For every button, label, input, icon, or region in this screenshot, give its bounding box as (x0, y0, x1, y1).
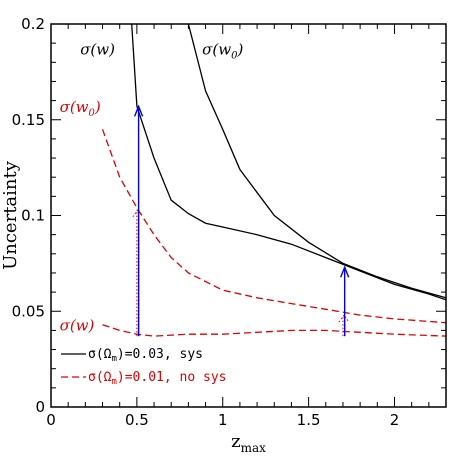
x-tick-label: 0.5 (125, 411, 149, 429)
y-tick-label: 0 (35, 398, 45, 416)
legend-entry: σ(Ωm)=0.01, no sys (88, 370, 226, 387)
annotation-subscript: 0 (231, 51, 238, 62)
legend-subscript: m (111, 354, 116, 364)
dotted-arrow-head (338, 314, 350, 323)
legend-text: )=0.01, no sys (117, 370, 227, 385)
x-tick-label: 1 (218, 411, 228, 429)
arrow-head (340, 265, 350, 278)
annotation-text: ) (94, 98, 101, 116)
label-sigma-w-red: σ(w) (60, 316, 95, 334)
series-line-nosys-w (102, 324, 446, 337)
annotation-text: ) (88, 316, 95, 334)
y-tick-label: 0.2 (21, 15, 45, 33)
annotation-text: σ(w (202, 41, 231, 59)
label-sigma-w0-black: σ(w0) (202, 41, 243, 62)
annotation-text: ) (236, 41, 243, 59)
annotations-layer: σ(w) σ(w0)σ(w0)σ(w) (60, 41, 244, 335)
arrows-layer (132, 104, 350, 337)
annotation-text: σ(w (80, 41, 109, 59)
legend-text: )=0.03, sys (117, 347, 203, 362)
y-tick-label: 0.1 (21, 207, 45, 225)
y-axis-title: Uncertainty (0, 160, 21, 270)
x-axis-title-sub: max (241, 441, 267, 455)
x-axis-title: zmax (231, 431, 266, 455)
series-line-nosys-w0 (101, 129, 446, 324)
series-layer (101, 24, 446, 337)
label-sigma-w0-red: σ(w0) (60, 98, 101, 119)
x-tick-label: 1.5 (297, 411, 321, 429)
annotation-text: σ(w (60, 98, 89, 116)
x-tick-label: 0 (46, 411, 56, 429)
x-tick-label: 2 (390, 411, 400, 429)
y-tick-label: 0.05 (12, 302, 45, 320)
x-axis-title-main: z (231, 431, 240, 452)
legend-text: σ(Ω (88, 347, 112, 362)
y-tick-label: 0.15 (12, 111, 45, 129)
legend-subscript: m (111, 377, 116, 387)
label-sigma-w-black: σ(w) (80, 41, 115, 59)
series-line-sys-w0 (187, 24, 446, 299)
series-line-sys-w (131, 24, 446, 301)
annotation-subscript: 0 (89, 108, 96, 119)
dotted-arrow-head (132, 208, 144, 218)
legend-entry: σ(Ωm)=0.03, sys (88, 347, 203, 364)
legend-text: σ(Ω (88, 370, 112, 385)
plot-frame (50, 23, 447, 408)
annotation-text: ) (108, 41, 115, 59)
annotation-text: σ(w (60, 316, 89, 334)
ticks-layer: 0 0.5 1 1.5 2 0 0.05 0.1 0.15 0.2 (12, 15, 447, 429)
arrow-head (133, 104, 144, 117)
